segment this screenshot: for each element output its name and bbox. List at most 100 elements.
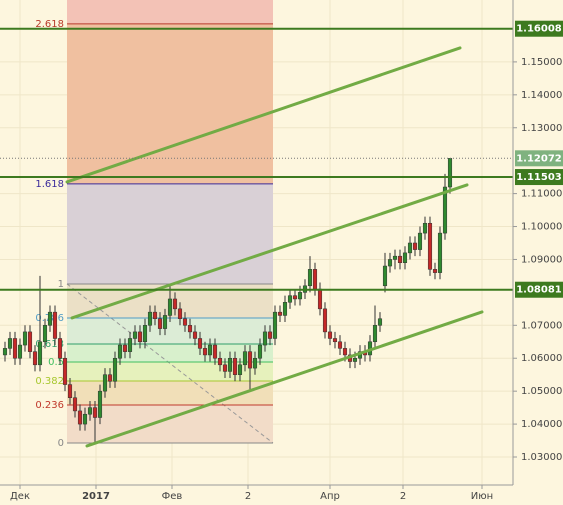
candle-body: [387, 259, 393, 267]
candle-body: [242, 351, 248, 366]
x-tick-label: 2017: [82, 491, 110, 502]
y-tick-label: 1.04000: [521, 419, 562, 430]
candle-body: [77, 410, 83, 425]
candle-body: [182, 318, 188, 326]
candle-body: [72, 397, 78, 412]
candle-body: [262, 331, 268, 346]
price-label: 1.11503: [516, 172, 562, 183]
price-label-box: [515, 169, 563, 186]
candle-body: [377, 318, 383, 326]
candle-body: [157, 318, 163, 329]
candle-body: [97, 390, 103, 418]
candle-body: [67, 384, 73, 398]
candle-body: [117, 344, 123, 359]
candle-body: [282, 302, 288, 316]
fib-band: [67, 183, 273, 284]
candle-body: [152, 311, 158, 319]
candle-body: [37, 341, 43, 366]
fib-diagonal: [66, 283, 274, 444]
candle-body: [232, 357, 238, 375]
candle-body: [222, 364, 228, 372]
candle-body: [62, 357, 68, 385]
candle-body: [337, 341, 343, 349]
candle-body: [22, 331, 28, 346]
candle-body: [217, 357, 223, 366]
candle-body: [142, 325, 148, 343]
x-tick-label: Апр: [320, 491, 340, 502]
candle-body: [47, 311, 53, 326]
candle-body: [252, 357, 258, 369]
y-tick-label: 1.15000: [521, 57, 562, 68]
candle-body: [137, 331, 143, 343]
candle-body: [17, 344, 23, 359]
y-tick-label: 1.03000: [521, 452, 562, 463]
candle-body: [57, 338, 63, 359]
candle-body: [167, 298, 173, 316]
candle-body: [102, 374, 108, 392]
candle-body: [257, 344, 263, 359]
candle-body: [147, 311, 153, 326]
candle-body: [402, 252, 408, 263]
y-tick-label: 1.10000: [521, 222, 562, 233]
x-tick-label: 2: [400, 491, 406, 502]
candle-body: [327, 331, 333, 339]
candle-body: [422, 222, 428, 234]
candle-body: [52, 311, 58, 339]
x-tick-label: Июн: [471, 491, 493, 502]
candle-body: [412, 242, 418, 250]
candle-body: [162, 315, 168, 329]
candle-body: [27, 331, 33, 352]
y-tick-label: 1.06000: [521, 353, 562, 364]
candle-body: [127, 338, 133, 352]
fib-label: 0.236: [35, 400, 64, 411]
x-tick-label: 2: [245, 491, 251, 502]
candle-body: [197, 338, 203, 349]
candle-body: [372, 325, 378, 343]
trend-line: [70, 183, 469, 320]
fib-band: [67, 361, 273, 381]
candle-body: [397, 255, 403, 263]
candle-body: [207, 344, 213, 356]
candle-body: [342, 348, 348, 356]
candle-body: [227, 357, 233, 372]
candle-body: [192, 331, 198, 339]
candle-body: [392, 255, 398, 260]
fib-label: 0: [58, 438, 64, 449]
price-label: 1.12072: [516, 153, 562, 164]
candle-body: [237, 364, 243, 375]
y-tick-label: 1.09000: [521, 254, 562, 265]
y-tick-label: 1.13000: [521, 123, 562, 134]
candle-body: [187, 325, 193, 333]
fib-band: [67, 343, 273, 362]
candle-body: [132, 331, 138, 339]
price-label-box: [515, 150, 563, 167]
y-tick-label: 1.11000: [521, 189, 562, 200]
candle-body: [277, 311, 283, 316]
candle-body: [212, 344, 218, 359]
candle-body: [42, 325, 48, 343]
candle-body: [297, 292, 303, 300]
fib-band: [67, 317, 273, 344]
candle-body: [87, 407, 93, 415]
fib-band: [67, 404, 273, 443]
candle-body: [172, 298, 178, 310]
candle-body: [322, 308, 328, 333]
fib-band: [67, 0, 273, 24]
fib-label: 0.618: [35, 339, 64, 350]
price-label: 1.08081: [516, 285, 562, 296]
fib-label: 1: [58, 279, 64, 290]
candle-body: [442, 186, 448, 234]
candle-body: [107, 374, 113, 382]
candle-body: [427, 222, 433, 270]
y-tick-label: 1.07000: [521, 320, 562, 331]
candle-body: [312, 269, 318, 290]
candle-body: [12, 338, 18, 359]
fib-label: 2.618: [35, 19, 64, 30]
candle-body: [417, 232, 423, 250]
candle-body: [92, 407, 98, 418]
candle-body: [122, 344, 128, 352]
y-tick-label: 1.14000: [521, 90, 562, 101]
price-label: 1.16008: [516, 24, 562, 35]
